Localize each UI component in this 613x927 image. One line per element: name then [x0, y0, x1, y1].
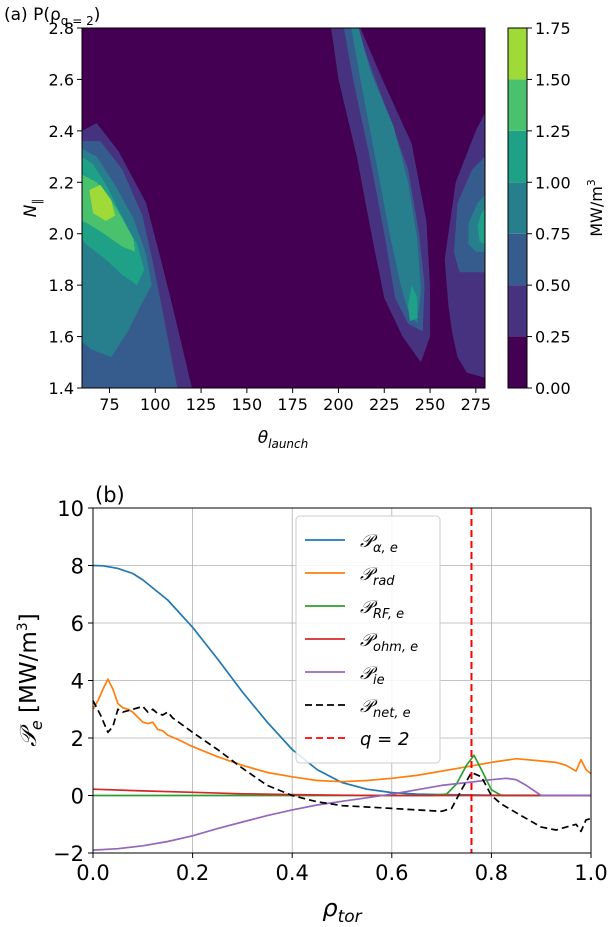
contour-panel: (a) P(ρq = 2) 75 100 125 150 175 200 225 250 275… [4, 5, 606, 451]
colorbar-band [508, 233, 527, 286]
line-x-tick-label: 0.6 [375, 861, 408, 885]
contour-x-tick-label: 250 [415, 395, 446, 414]
line-series-group [92, 564, 592, 851]
contour-x-tick-label: 200 [323, 395, 354, 414]
contour-y-tick-label: 2.0 [49, 225, 74, 244]
contour-x-tick-label: 175 [277, 395, 308, 414]
colorbar-tick-label: 0.75 [535, 225, 571, 244]
contour-region-11 [477, 208, 485, 244]
line-y-tick-label: 2 [71, 727, 84, 751]
colorbar-band [508, 182, 527, 234]
contour-region-10 [408, 285, 418, 322]
contour-y-axis-label: N∥ [21, 199, 44, 218]
line-y-tick-label: 8 [71, 555, 84, 579]
line-x-ticks: 0.0 0.2 0.4 0.6 0.8 1.0 [76, 853, 608, 885]
contour-title: (a) P(ρq = 2) [4, 5, 100, 28]
legend-label: q = 2 [360, 729, 409, 750]
colorbar-tick-label: 1.50 [535, 70, 571, 89]
contour-x-tick-label: 225 [369, 395, 400, 414]
colorbar-band [508, 130, 527, 183]
contour-x-tick-label: 150 [232, 395, 263, 414]
line-y-axis-label: 𝒫e [MW/m3] [15, 613, 46, 746]
series-line-rad [92, 678, 592, 783]
contour-y-tick-label: 2.4 [49, 122, 74, 141]
contour-y-tick-label: 1.4 [49, 379, 74, 398]
line-x-tick-label: 1.0 [574, 861, 607, 885]
contour-region-13 [89, 184, 115, 221]
line-panel: (b) 0.0 0.2 0.4 0.6 0.8 1.0 −2 0 2 4 6 8 10 ρtor 𝒫e… [15, 483, 608, 927]
contour-y-tick-label: 2.8 [49, 19, 74, 38]
contour-x-tick-label: 125 [186, 395, 217, 414]
line-y-tick-label: 4 [71, 670, 84, 694]
contour-x-axis-label: θlaunch [258, 428, 309, 451]
line-title: (b) [95, 483, 125, 507]
line-y-tick-label: 6 [71, 612, 84, 636]
line-y-tick-label: −2 [53, 842, 84, 866]
contour-y-tick-label: 2.6 [49, 70, 74, 89]
line-x-tick-label: 0.4 [275, 861, 308, 885]
colorbar-band [508, 28, 527, 80]
colorbar-tick-label: 0.25 [535, 328, 571, 347]
colorbar-tick-label: 0.00 [535, 379, 571, 398]
line-y-tick-label: 0 [71, 785, 84, 809]
line-y-tick-label: 10 [57, 497, 84, 521]
colorbar-tick-label: 1.75 [535, 19, 571, 38]
contour-x-ticks: 75 100 125 150 175 200 225 250 275 [99, 388, 491, 414]
contour-x-tick-label: 100 [140, 395, 171, 414]
contour-plot-frame [81, 27, 486, 389]
colorbar-ticks: 0.00 0.25 0.50 0.75 1.00 1.25 1.50 1.75 [527, 19, 571, 398]
series-line-nete [92, 700, 592, 833]
colorbar-tick-label: 1.25 [535, 122, 571, 141]
contour-region-7 [351, 28, 421, 324]
line-x-tick-label: 0.2 [176, 861, 209, 885]
colorbar-band [508, 79, 527, 131]
colorbar-tick-label: 0.50 [535, 276, 571, 295]
colorbar-band [508, 285, 527, 337]
legend-box [295, 515, 441, 764]
contour-y-tick-label: 2.2 [49, 173, 74, 192]
contour-y-ticks: 1.4 1.6 1.8 2.0 2.2 2.4 2.6 2.8 [49, 19, 82, 398]
contour-plot-area [82, 28, 485, 388]
colorbar-label: MW/m3 [585, 179, 606, 237]
contour-x-tick-label: 75 [99, 395, 119, 414]
colorbar-band [508, 336, 527, 388]
contour-y-tick-label: 1.8 [49, 276, 74, 295]
contour-x-tick-label: 275 [461, 395, 492, 414]
colorbar-tick-label: 1.00 [535, 173, 571, 192]
line-x-axis-label: ρtor [322, 894, 362, 927]
line-y-ticks: −2 0 2 4 6 8 10 [53, 497, 93, 866]
series-line-e [92, 564, 592, 797]
contour-y-tick-label: 1.6 [49, 328, 74, 347]
colorbar [508, 28, 527, 388]
line-x-tick-label: 0.0 [76, 861, 109, 885]
line-x-tick-label: 0.8 [475, 861, 508, 885]
colorbar-frame [507, 27, 528, 389]
series-line-ie [92, 777, 591, 851]
